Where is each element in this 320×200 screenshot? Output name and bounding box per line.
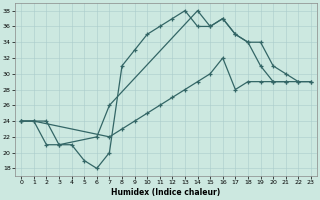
X-axis label: Humidex (Indice chaleur): Humidex (Indice chaleur) (111, 188, 221, 197)
